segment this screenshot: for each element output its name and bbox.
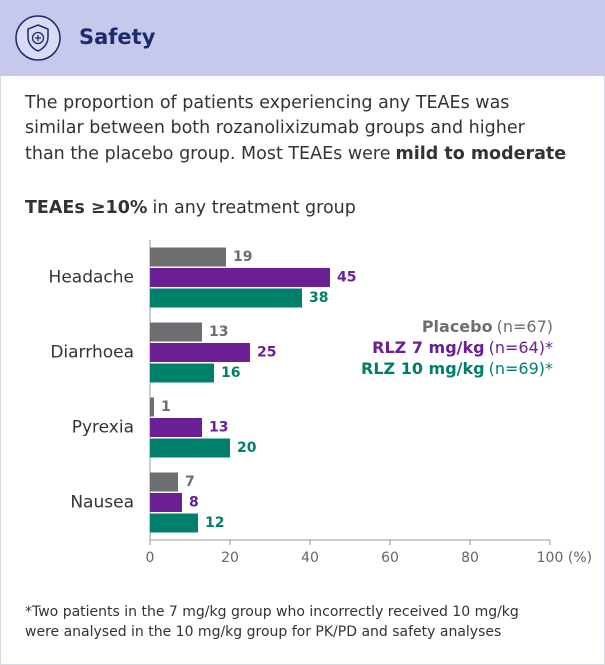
- legend-entry: Placebo (n=67): [422, 317, 553, 336]
- intro-bold: mild to moderate: [395, 144, 566, 164]
- x-tick-label: 60: [381, 550, 399, 566]
- chart-title: TEAEs ≥10% in any treatment group: [25, 198, 356, 218]
- legend-note: (n=64)*: [489, 338, 553, 357]
- y-tick-label: Headache: [49, 268, 134, 288]
- value-label: 12: [205, 515, 224, 531]
- intro-line: The proportion of patients experiencing …: [24, 93, 509, 113]
- value-label: 19: [233, 249, 252, 265]
- value-label: 38: [309, 290, 328, 306]
- footnote: *Two patients in the 7 mg/kg group who i…: [25, 604, 519, 620]
- value-label: 13: [209, 324, 228, 340]
- intro-text: than the placebo group. Most TEAEs were: [25, 144, 390, 164]
- chart-title-bold: TEAEs ≥10%: [25, 198, 147, 218]
- header-title: Safety: [79, 25, 156, 49]
- bar: [150, 268, 330, 287]
- chart-title-rest: in any treatment group: [152, 198, 355, 218]
- footnote: were analysed in the 10 mg/kg group for …: [25, 624, 501, 640]
- value-label: 13: [209, 420, 228, 436]
- x-tick-label: 80: [461, 550, 479, 566]
- bar: [150, 363, 214, 383]
- legend-name: RLZ 10 mg/kg: [361, 359, 485, 378]
- x-tick-label: 100: [537, 550, 564, 566]
- x-unit: (%): [568, 550, 592, 566]
- value-label: 25: [257, 345, 276, 361]
- x-tick-label: 20: [221, 550, 239, 566]
- y-tick-label: Nausea: [70, 493, 134, 513]
- bar: [150, 418, 202, 437]
- header-band: [0, 0, 605, 76]
- shield-icon: [15, 15, 61, 61]
- bar: [150, 322, 202, 342]
- bar: [150, 472, 178, 492]
- x-tick-label: 0: [146, 550, 155, 566]
- bar: [150, 288, 302, 308]
- legend-name: RLZ 7 mg/kg: [372, 338, 484, 357]
- legend-note: (n=67): [497, 317, 553, 336]
- x-tick-label: 40: [301, 550, 319, 566]
- legend-name: Placebo: [422, 317, 493, 336]
- intro-line: similar between both rozanolixizumab gro…: [25, 118, 526, 138]
- intro-line: than the placebo group. Most TEAEs were m…: [25, 144, 566, 164]
- value-label: 7: [185, 474, 195, 490]
- legend-entry: RLZ 7 mg/kg (n=64)*: [372, 338, 553, 357]
- bar: [150, 493, 182, 512]
- bar: [150, 397, 154, 417]
- bar: [150, 247, 226, 267]
- value-label: 1: [161, 399, 171, 415]
- value-label: 16: [221, 365, 240, 381]
- legend-note: (n=69)*: [489, 359, 553, 378]
- legend-entry: RLZ 10 mg/kg (n=69)*: [361, 359, 553, 378]
- value-label: 8: [189, 495, 199, 511]
- y-tick-label: Diarrhoea: [50, 343, 134, 363]
- bar: [150, 438, 230, 458]
- value-label: 45: [337, 270, 356, 286]
- value-label: 20: [237, 440, 257, 456]
- y-tick-label: Pyrexia: [72, 418, 134, 438]
- bar: [150, 513, 198, 533]
- bar: [150, 343, 250, 362]
